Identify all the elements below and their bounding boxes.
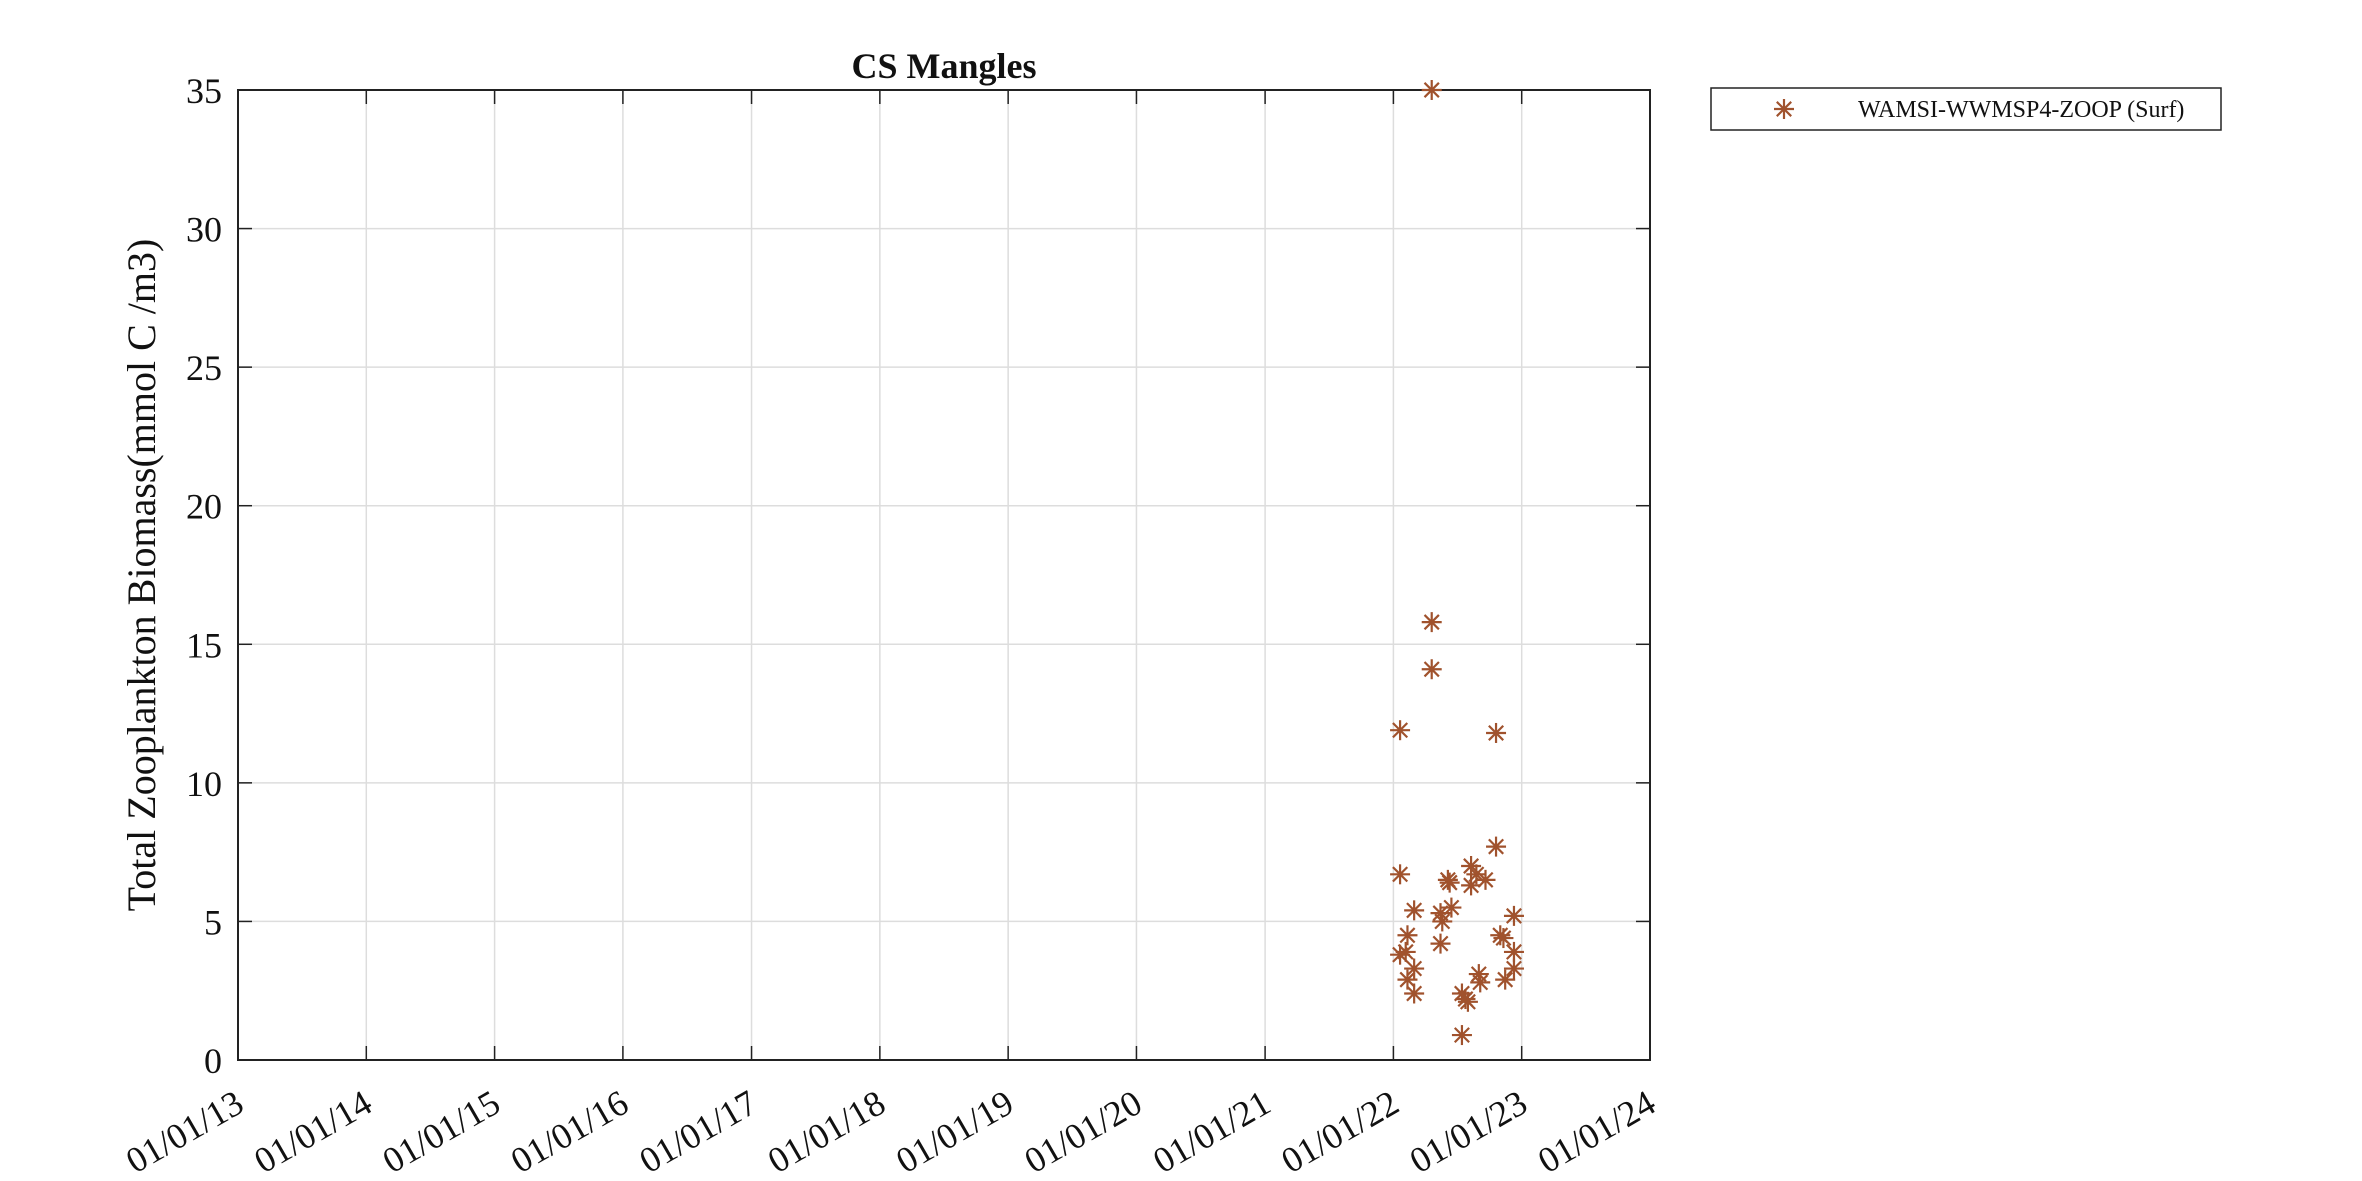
data-point [1404, 958, 1425, 979]
data-point [1395, 941, 1416, 962]
data-point [1404, 983, 1425, 1004]
data-point [1495, 969, 1516, 990]
data-point [1493, 928, 1514, 949]
data-point [1475, 869, 1496, 890]
data-point [1421, 612, 1442, 633]
data-point [1457, 991, 1478, 1012]
legend-box [1710, 87, 2222, 131]
data-point [1404, 900, 1425, 921]
y-tick-label: 5 [204, 902, 222, 942]
data-point [1390, 720, 1411, 741]
data-point [1421, 659, 1442, 680]
y-tick-label: 25 [186, 348, 222, 388]
legend: WAMSI-WWMSP4-ZOOP (Surf) [1710, 87, 2222, 131]
data-point [1421, 80, 1442, 100]
legend-marker [1774, 99, 1794, 119]
data-point [1390, 864, 1411, 885]
legend-entry-label: WAMSI-WWMSP4-ZOOP (Surf) [1858, 97, 2184, 123]
data-point [1503, 958, 1524, 979]
data-point [1503, 905, 1524, 926]
axes-box [237, 89, 1651, 1061]
y-tick-labels: 0 5 10 15 20 25 30 35 [186, 71, 222, 1081]
y-tick-label: 10 [186, 764, 222, 804]
data-point [1397, 969, 1418, 990]
data-point [1470, 972, 1491, 993]
chart-title: CS Mangles [851, 46, 1036, 86]
data-point [1441, 897, 1462, 918]
data-point [1486, 722, 1507, 743]
data-point [1439, 872, 1460, 893]
plot-area [238, 90, 1650, 1060]
y-axis-label: Total Zooplankton Biomass(mmol C /m3) [119, 239, 164, 912]
data-point [1432, 911, 1453, 932]
axes [237, 89, 1651, 1061]
y-tick-label: 0 [204, 1041, 222, 1081]
data-point [1397, 925, 1418, 946]
legend-marker-icon [1774, 99, 1794, 119]
data-point [1451, 1025, 1472, 1046]
y-tick-label: 20 [186, 487, 222, 527]
y-tick-label: 30 [186, 210, 222, 250]
y-tick-label: 35 [186, 71, 222, 111]
y-tick-label: 15 [186, 625, 222, 665]
data-point [1430, 933, 1451, 954]
data-points [1390, 80, 1524, 1046]
data-point [1486, 836, 1507, 857]
